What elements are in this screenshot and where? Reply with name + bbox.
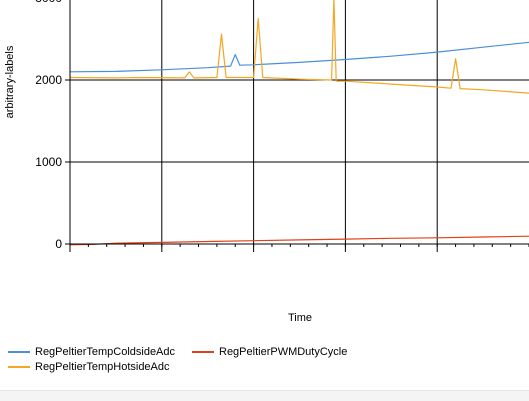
legend-label: RegPeltierTempColdsideAdc — [35, 346, 176, 358]
y-tick-label: 2000 — [35, 73, 62, 87]
legend-swatch — [192, 351, 214, 353]
legend-item: RegPeltierTempColdsideAdc — [8, 346, 175, 358]
legend-label: RegPeltierTempHotsideAdc — [35, 361, 170, 373]
legend-swatch — [8, 366, 30, 368]
y-tick-label: 0 — [55, 237, 62, 251]
legend-label: RegPeltierPWMDutyCycle — [219, 346, 348, 358]
grid-layer — [70, 0, 529, 252]
series-line-1 — [69, 41, 529, 73]
axis-layer: 0 1000 2000 3000 — [35, 0, 529, 252]
y-axis-label: arbitrary-labels — [4, 45, 16, 118]
series-line-3 — [69, 235, 529, 246]
legend-item: RegPeltierTempHotsideAdc — [8, 361, 170, 373]
series-layer — [69, 0, 529, 246]
x-axis-label: Time — [288, 312, 312, 324]
status-strip — [0, 390, 529, 401]
series-line-2 — [69, 0, 529, 94]
legend-item: RegPeltierPWMDutyCycle — [192, 346, 347, 358]
legend-swatch — [8, 351, 30, 353]
y-tick-label: 3000 — [35, 0, 62, 5]
y-tick-label: 1000 — [35, 155, 62, 169]
